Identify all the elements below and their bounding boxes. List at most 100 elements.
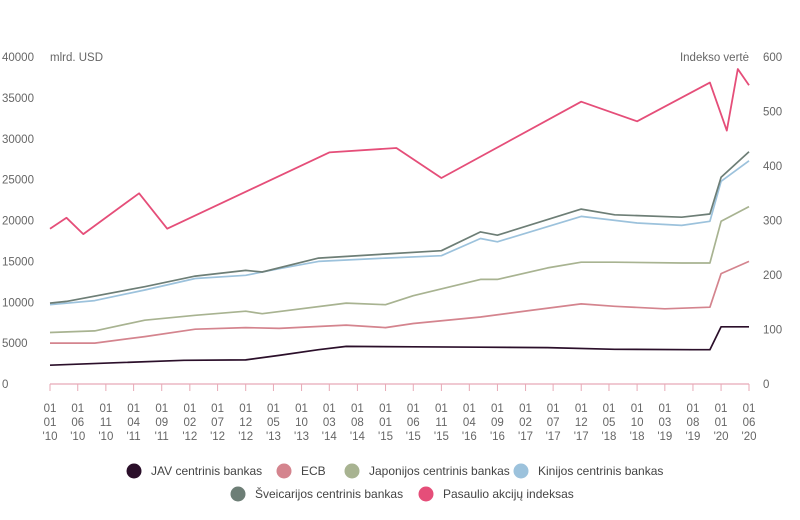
y-right-tick-label: 400 [763, 161, 782, 173]
x-tick-label: 01 [71, 403, 84, 415]
legend-marker [230, 486, 246, 502]
y-right-tick-label: 200 [763, 270, 782, 282]
x-tick-label: '20 [742, 431, 757, 443]
legend-entry-label: Šveicarijos centrinis bankas [255, 486, 403, 501]
x-tick-label: '17 [574, 431, 589, 443]
x-tick-label: '11 [127, 431, 141, 443]
y-left-axis: 0 5000 10000 15000 20000 25000 30000 35000 40000 [2, 52, 34, 391]
x-tick-label: '18 [630, 431, 645, 443]
x-tick-label: 01 [603, 403, 616, 415]
x-tick-label: 01 [435, 403, 448, 415]
x-tick-label: 10 [631, 417, 644, 429]
x-tick-label: 01 [239, 403, 252, 415]
legend-entry-label: Japonijos centrinis bankas [369, 464, 510, 478]
x-tick-label: '18 [601, 431, 616, 443]
x-tick-label: 05 [267, 417, 280, 429]
x-tick-label: '20 [714, 431, 729, 443]
series-line-3 [49, 160, 750, 306]
series-line-5 [49, 68, 750, 236]
series-line-0 [49, 325, 749, 367]
legend-marker [344, 463, 360, 479]
x-tick-label: 03 [658, 417, 671, 429]
y-left-tick-label: 0 [2, 379, 8, 391]
x-tick-label: '13 [294, 431, 309, 443]
y-left-tick-label: 20000 [2, 216, 34, 228]
x-tick-label: '12 [238, 431, 253, 443]
x-tick-label: 01 [379, 417, 392, 429]
x-tick-label: '15 [434, 431, 449, 443]
x-tick-label: 06 [71, 417, 84, 429]
x-tick-label: 05 [603, 417, 616, 429]
x-tick-label: 01 [323, 403, 336, 415]
x-tick-label: 01 [351, 403, 364, 415]
x-axis: 01 01 '10 01 06 '10 01 11 '10 01 04 '11 01 09 '11 01 02 '… [43, 384, 757, 443]
y-left-tick-label: 40000 [2, 52, 34, 64]
legend-entry-label: JAV centrinis bankas [151, 464, 262, 478]
x-tick-label: 01 [99, 403, 112, 415]
legend-marker [126, 463, 142, 479]
y-left-tick-label: 25000 [2, 175, 34, 187]
x-tick-label: 08 [687, 417, 700, 429]
x-tick-label: '10 [70, 431, 85, 443]
x-tick-label: 11 [435, 417, 447, 429]
x-tick-label: 06 [407, 417, 420, 429]
legend-marker [513, 463, 529, 479]
x-tick-label: '11 [155, 431, 169, 443]
x-tick-label: '10 [98, 431, 113, 443]
x-tick-label: 04 [463, 417, 476, 429]
legend-entry-label: Kinijos centrinis bankas [538, 464, 663, 478]
x-tick-label: 01 [211, 403, 224, 415]
x-tick-label: 07 [547, 417, 560, 429]
x-tick-label: 09 [155, 417, 168, 429]
x-tick-label: 01 [407, 403, 420, 415]
legend: JAV centrinis bankas ECB Japonijos centrin… [126, 463, 663, 502]
series-line-1 [50, 260, 750, 344]
y-left-tick-label: 30000 [2, 134, 34, 146]
legend-entry-label: Pasaulio akcijų indeksas [443, 487, 574, 501]
x-tick-label: 01 [658, 403, 671, 415]
x-tick-label: 01 [155, 403, 168, 415]
x-tick-label: '13 [266, 431, 281, 443]
x-tick-label: 01 [715, 417, 728, 429]
y-right-tick-label: 300 [763, 216, 782, 228]
x-tick-label: 01 [631, 403, 644, 415]
legend-marker [276, 463, 292, 479]
y-left-axis-label: mlrd. USD [50, 52, 103, 64]
x-tick-label: 03 [323, 417, 336, 429]
x-tick-label: '12 [182, 431, 197, 443]
x-tick-label: 01 [183, 403, 196, 415]
x-tick-label: 12 [575, 417, 588, 429]
x-tick-label: 06 [743, 417, 756, 429]
legend-entry-label: ECB [301, 464, 326, 478]
x-tick-label: 09 [491, 417, 504, 429]
y-right-tick-label: 600 [763, 52, 782, 64]
x-tick-label: 01 [463, 403, 476, 415]
x-tick-label: '19 [657, 431, 672, 443]
y-right-tick-label: 0 [763, 379, 769, 391]
x-tick-label: 07 [211, 417, 224, 429]
series-lines [49, 68, 750, 367]
x-tick-label: 01 [687, 403, 700, 415]
y-right-axis-label: Indekso vertė [680, 52, 749, 64]
y-left-tick-label: 5000 [2, 338, 28, 350]
x-tick-label: '16 [490, 431, 505, 443]
x-tick-label: 02 [183, 417, 196, 429]
x-tick-label: 01 [575, 403, 588, 415]
x-tick-label: '14 [322, 431, 338, 443]
x-tick-label: '15 [378, 431, 393, 443]
x-tick-label: 10 [295, 417, 308, 429]
x-tick-label: 11 [100, 417, 112, 429]
x-tick-label: 01 [379, 403, 392, 415]
series-line-2 [49, 205, 750, 334]
y-left-tick-label: 15000 [2, 256, 34, 268]
x-tick-label: 08 [351, 417, 364, 429]
x-tick-label: 01 [715, 403, 728, 415]
y-right-tick-label: 500 [763, 107, 782, 119]
x-tick-label: '16 [462, 431, 477, 443]
x-tick-label: 01 [267, 403, 280, 415]
y-left-tick-label: 10000 [2, 297, 34, 309]
x-tick-label: '17 [518, 431, 533, 443]
x-tick-label: 01 [44, 403, 57, 415]
x-tick-label: 01 [547, 403, 560, 415]
